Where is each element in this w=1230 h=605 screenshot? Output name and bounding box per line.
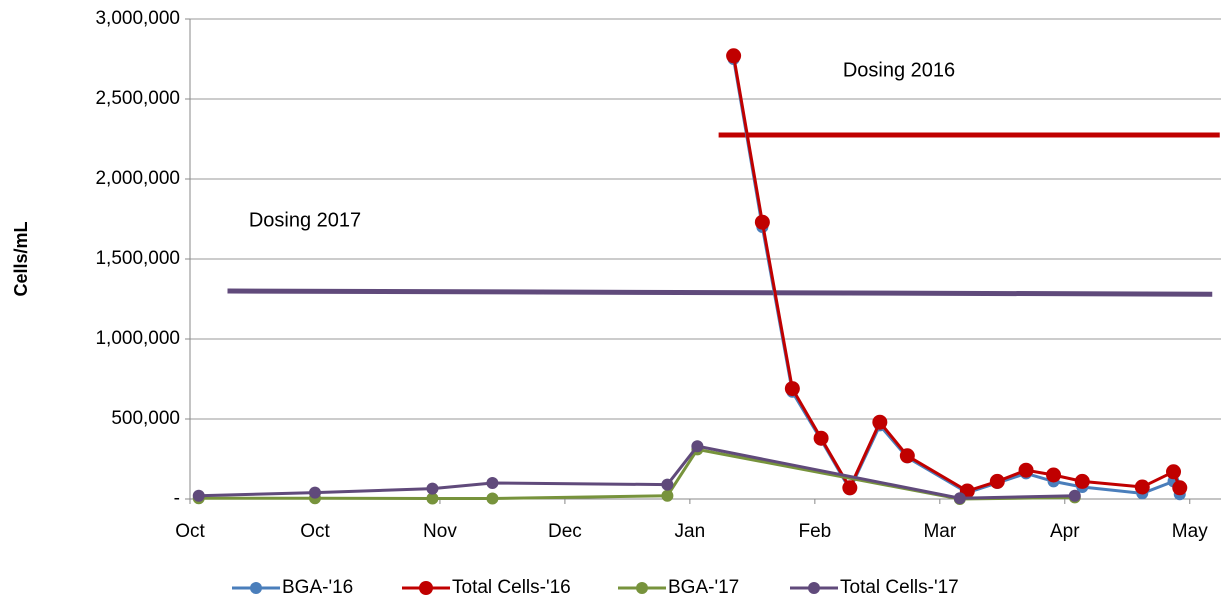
annotation: Dosing 2017 — [249, 209, 361, 231]
y-tick-label: 2,000,000 — [95, 168, 180, 189]
legend-marker — [419, 581, 433, 595]
data-point — [726, 48, 742, 64]
legend-marker — [250, 582, 262, 594]
data-point — [1134, 479, 1150, 495]
x-tick-label: Mar — [923, 521, 956, 542]
data-point — [1172, 480, 1188, 496]
data-point — [691, 440, 704, 453]
y-tick-label: 2,500,000 — [95, 88, 180, 109]
x-tick-label: Apr — [1050, 521, 1080, 542]
x-tick-label: Nov — [423, 521, 457, 542]
data-point — [872, 414, 888, 430]
x-tick-label: Jan — [675, 521, 706, 542]
data-point — [426, 492, 439, 505]
data-point — [899, 448, 915, 464]
legend-label: Total Cells-'17 — [840, 577, 959, 598]
data-point — [486, 477, 499, 489]
reference-line — [227, 288, 1213, 297]
data-point — [953, 492, 966, 505]
x-tick-label: Oct — [300, 521, 330, 542]
data-point — [661, 478, 674, 491]
y-tick-label: 3,000,000 — [95, 8, 180, 29]
data-point — [308, 486, 321, 499]
legend-marker — [808, 582, 820, 594]
legend-marker — [636, 582, 648, 594]
data-point — [426, 482, 439, 495]
y-tick-label: - — [174, 488, 180, 509]
data-point — [784, 381, 800, 397]
legend-label: BGA-'16 — [282, 577, 353, 598]
data-point — [192, 489, 205, 502]
data-point — [661, 489, 674, 502]
data-point — [754, 214, 770, 230]
data-point — [813, 430, 829, 446]
data-point — [842, 480, 858, 496]
y-tick-label: 1,000,000 — [95, 328, 180, 349]
series-line — [732, 58, 1182, 495]
legend-label: Total Cells-'16 — [452, 577, 571, 598]
y-tick-label: 500,000 — [111, 408, 180, 429]
x-tick-label: Feb — [798, 521, 831, 542]
data-point — [1074, 473, 1090, 489]
y-tick-label: 1,500,000 — [95, 248, 180, 269]
data-point — [486, 492, 499, 505]
data-point — [1068, 489, 1081, 502]
data-point — [1166, 464, 1182, 480]
legend-label: BGA-'17 — [668, 577, 739, 598]
series-line — [198, 444, 1075, 500]
data-point — [1018, 462, 1034, 478]
series-line — [732, 55, 1182, 493]
x-tick-label: Oct — [175, 521, 205, 542]
x-tick-label: Dec — [548, 521, 582, 542]
y-axis-title: Cells/mL — [11, 221, 31, 296]
x-tick-label: May — [1172, 521, 1208, 542]
annotation: Dosing 2016 — [843, 59, 955, 81]
data-point — [1046, 467, 1062, 483]
data-point — [989, 473, 1005, 489]
